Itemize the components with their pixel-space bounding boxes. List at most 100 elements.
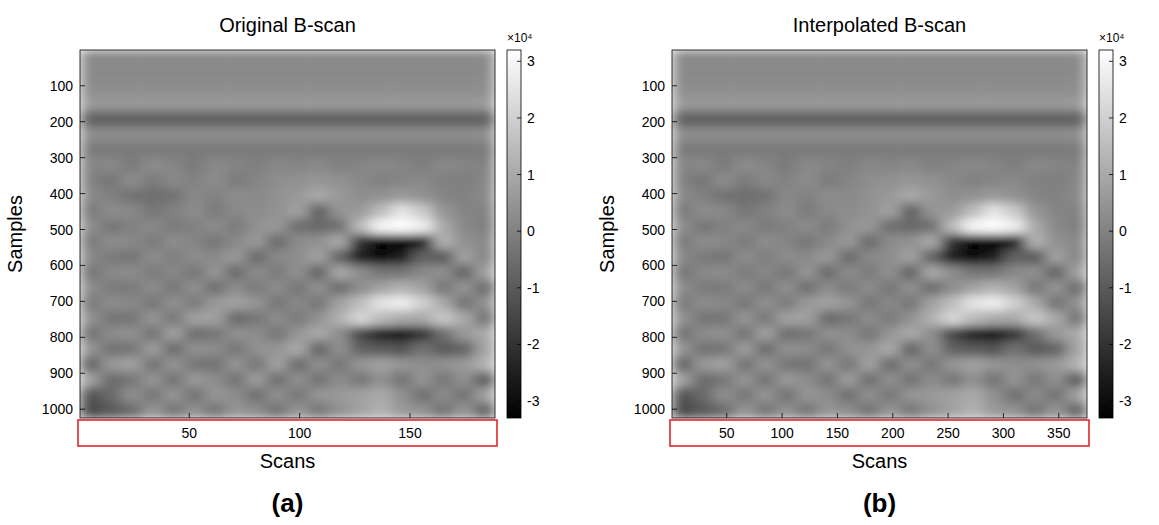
cell <box>1066 249 1087 265</box>
plot-area <box>672 50 1087 418</box>
cell <box>942 403 963 418</box>
cell <box>921 387 942 403</box>
y-tick-label: 500 <box>50 222 74 238</box>
cell <box>329 50 350 66</box>
cell <box>184 203 205 219</box>
cell <box>880 219 901 235</box>
x-tick-label: 50 <box>181 425 197 441</box>
cell <box>205 65 226 81</box>
cell <box>1025 96 1046 112</box>
cell <box>817 203 838 219</box>
cell <box>225 203 246 219</box>
cell <box>714 50 735 66</box>
cell <box>288 65 309 81</box>
cell <box>474 403 495 418</box>
cell <box>350 234 371 250</box>
cell <box>797 326 818 342</box>
y-tick <box>80 229 85 230</box>
cell <box>693 387 714 403</box>
cell <box>225 81 246 97</box>
cell <box>734 127 755 143</box>
y-tick <box>80 193 85 194</box>
colorbar-tick <box>517 174 521 175</box>
cell <box>1046 157 1067 173</box>
cell <box>963 295 984 311</box>
y-tick <box>80 409 85 410</box>
cell <box>433 295 454 311</box>
cell <box>963 81 984 97</box>
y-tick-label: 300 <box>50 150 74 166</box>
cell <box>693 157 714 173</box>
cell <box>350 265 371 281</box>
colorbar-tick-label: 3 <box>1119 53 1127 69</box>
cell <box>838 50 859 66</box>
cell <box>838 280 859 296</box>
cell <box>308 234 329 250</box>
cell <box>900 127 921 143</box>
cell <box>122 203 143 219</box>
cell <box>1066 203 1087 219</box>
cell <box>142 173 163 189</box>
cell <box>391 265 412 281</box>
cell <box>838 203 859 219</box>
cell <box>391 357 412 373</box>
cell <box>921 295 942 311</box>
cell <box>838 81 859 97</box>
y-tick-label: 1000 <box>634 401 665 417</box>
cell <box>101 65 122 81</box>
cell <box>391 142 412 158</box>
cell <box>817 387 838 403</box>
cell <box>755 188 776 204</box>
cell <box>900 280 921 296</box>
cell <box>797 173 818 189</box>
cell <box>142 295 163 311</box>
cell <box>714 403 735 418</box>
cell <box>433 96 454 112</box>
cell <box>693 249 714 265</box>
cell <box>1004 403 1025 418</box>
cell <box>797 142 818 158</box>
cell <box>859 280 880 296</box>
cell <box>693 341 714 357</box>
cell <box>371 265 392 281</box>
cell <box>1025 50 1046 66</box>
cell <box>101 341 122 357</box>
cell <box>205 341 226 357</box>
cell <box>288 341 309 357</box>
cell <box>963 50 984 66</box>
cell <box>142 326 163 342</box>
cell <box>433 234 454 250</box>
cell <box>101 234 122 250</box>
cell <box>246 387 267 403</box>
cell <box>101 249 122 265</box>
cell <box>1004 81 1025 97</box>
cell <box>80 111 101 127</box>
cell <box>776 65 797 81</box>
colorbar-tick <box>517 401 521 402</box>
cell <box>797 387 818 403</box>
cell <box>900 203 921 219</box>
cell <box>817 173 838 189</box>
cell <box>412 81 433 97</box>
cell <box>797 295 818 311</box>
cell <box>714 65 735 81</box>
cell <box>308 111 329 127</box>
cell <box>454 249 475 265</box>
cell <box>734 387 755 403</box>
cell <box>308 341 329 357</box>
cell <box>776 249 797 265</box>
cell <box>80 341 101 357</box>
cell <box>246 50 267 66</box>
cell <box>838 311 859 327</box>
cell <box>1046 249 1067 265</box>
cell <box>101 403 122 418</box>
cell <box>371 341 392 357</box>
cell <box>817 96 838 112</box>
cell <box>454 234 475 250</box>
cell <box>122 387 143 403</box>
cell <box>474 173 495 189</box>
cell <box>288 295 309 311</box>
cell <box>797 203 818 219</box>
cell <box>225 111 246 127</box>
cell <box>921 96 942 112</box>
